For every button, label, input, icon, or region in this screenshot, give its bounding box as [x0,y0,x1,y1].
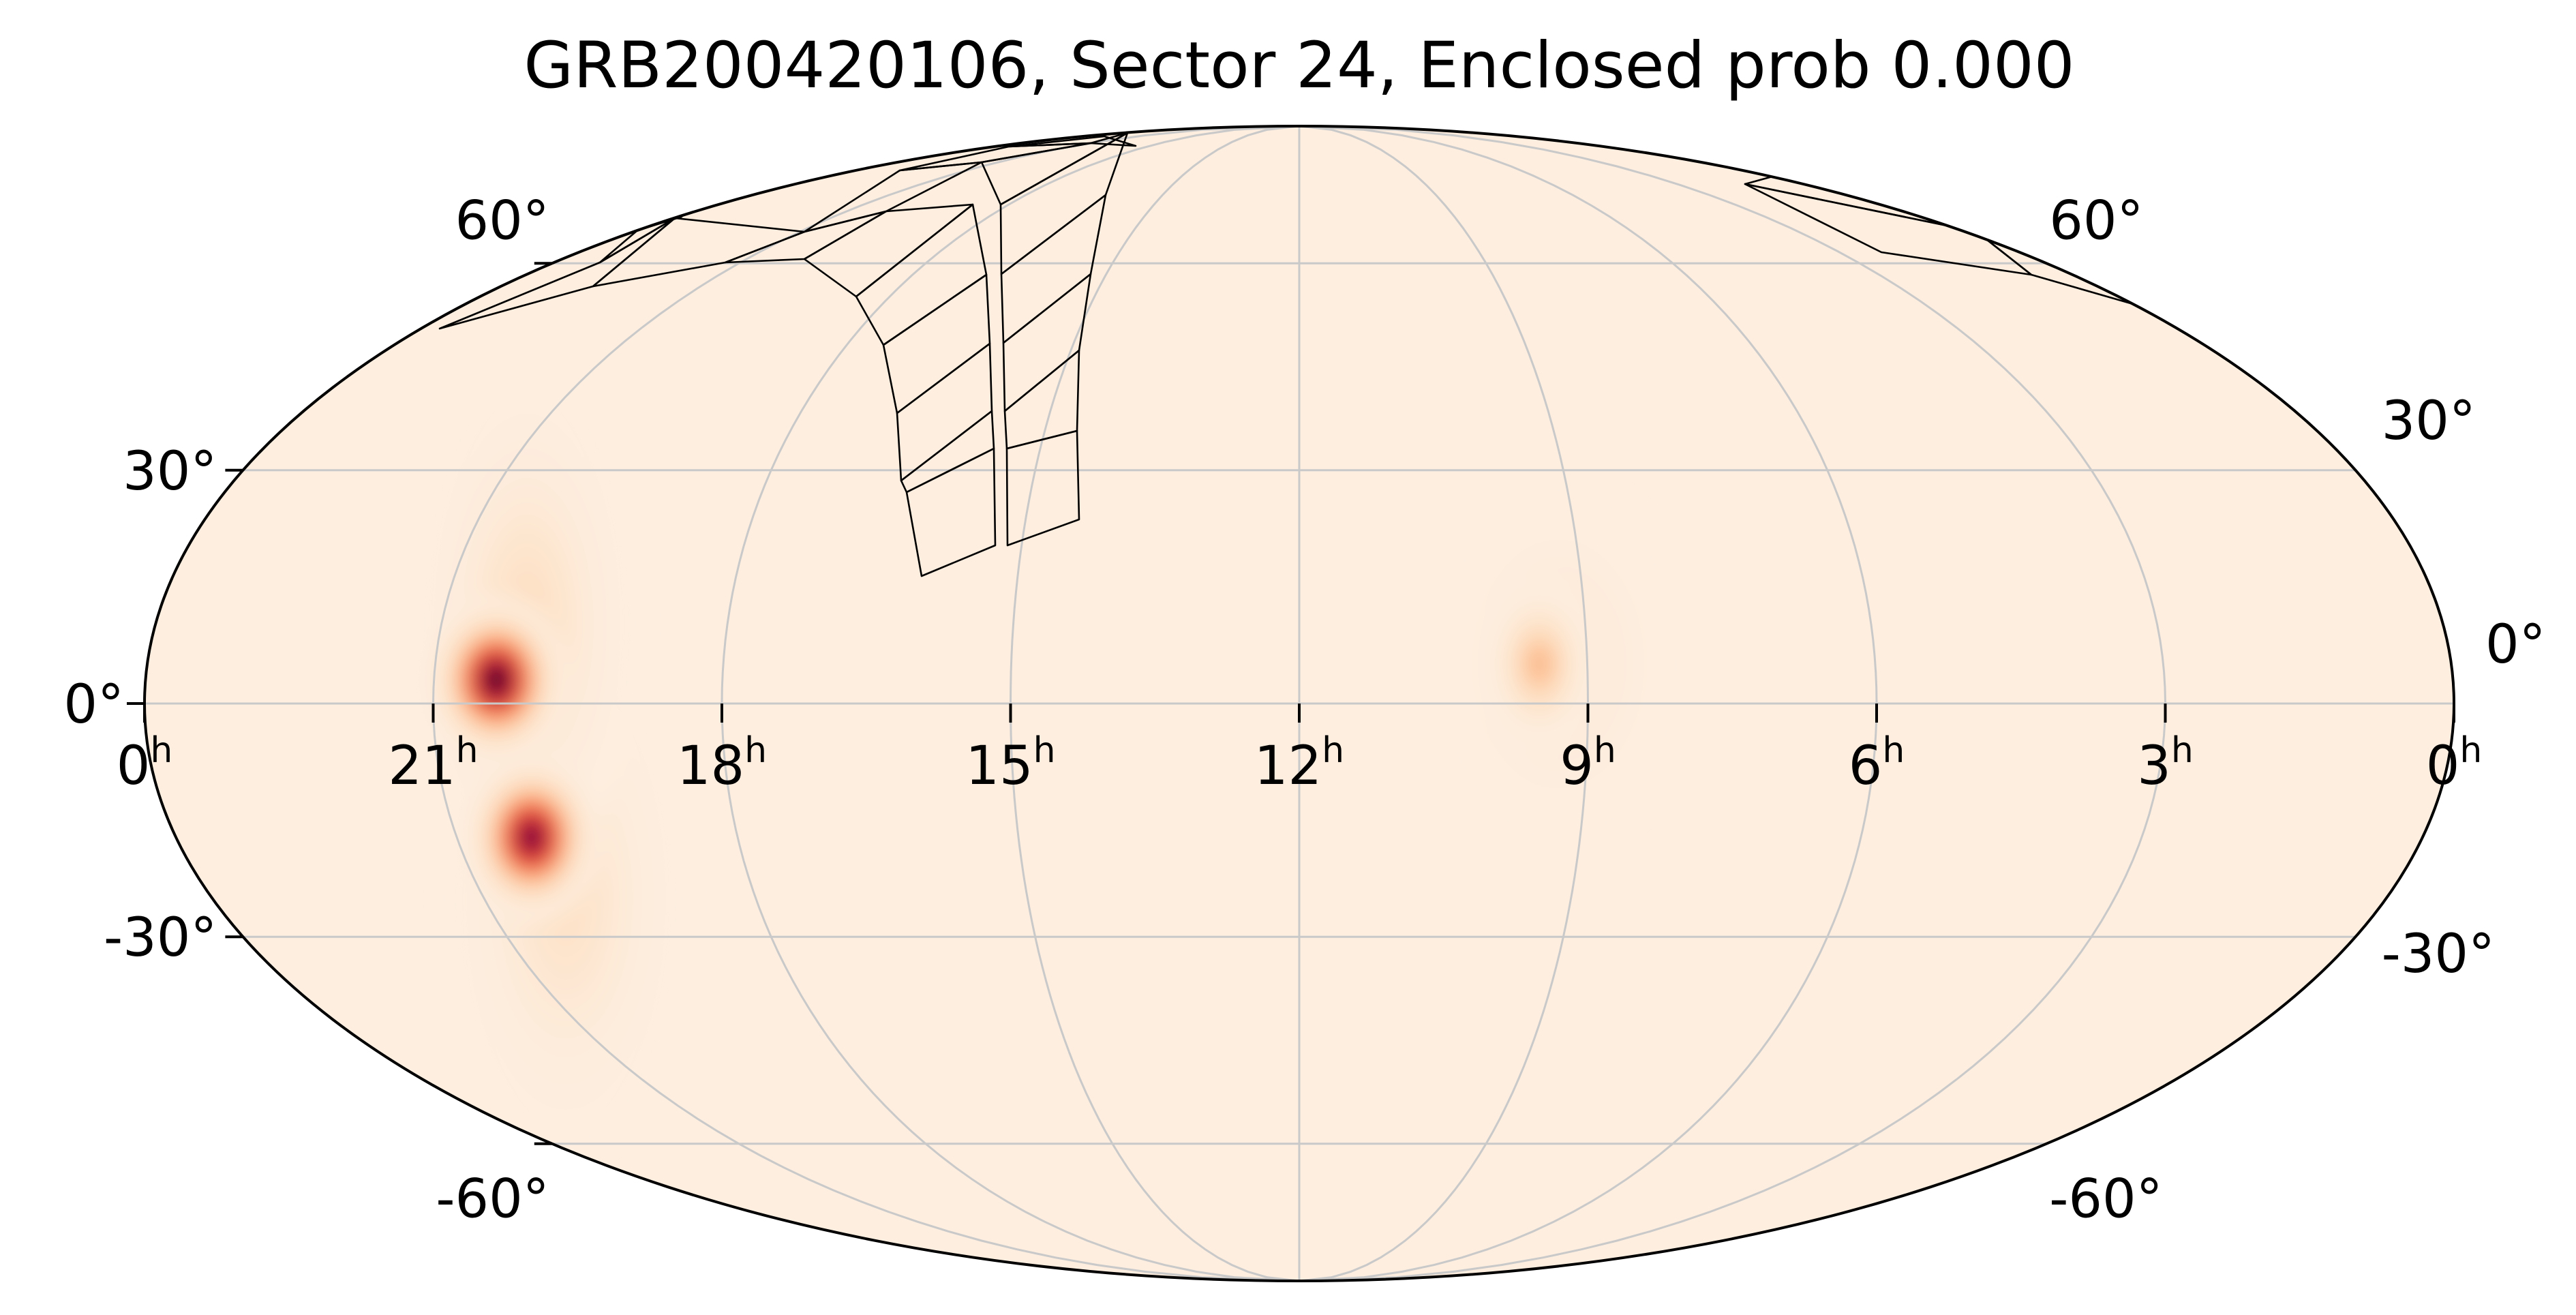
ra-tick-label: 18h [677,730,767,797]
dec-label-right: 30° [2382,391,2476,452]
ra-tick-label: 6h [1849,730,1905,797]
dec-label-left: 30° [123,441,217,502]
dec-label-right: -30° [2382,924,2495,985]
probability-contour [1535,658,1544,670]
probability-contour [526,831,537,844]
ra-tick-label: 21h [388,730,478,797]
dec-label-right: 60° [2049,190,2143,252]
footprint-ccd-cell [1005,429,1080,547]
ra-tick-label: 3h [2137,730,2194,797]
probability-contour [491,674,502,686]
dec-label-left: -30° [104,907,217,969]
footprint-ccd-cell [905,447,997,577]
dec-label-right: -60° [2049,1169,2162,1230]
axis-ticks [127,262,2455,1145]
dec-label-left: 60° [455,190,549,252]
ra-tick-label: 12h [1254,730,1344,797]
dec-label-right: 0° [2485,614,2546,676]
dec-label-left: 0° [63,674,124,736]
ra-tick-label: 15h [965,730,1055,797]
ra-tick-label: 9h [1560,730,1616,797]
ra-tick-label: 0h [117,730,173,797]
footprint-ccd-cell [1007,135,1137,148]
ra-tick-label: 0h [2426,730,2483,797]
dec-label-left: -60° [436,1169,549,1230]
chart-title: GRB200420106, Sector 24, Enclosed prob 0… [524,29,2074,103]
axis-labels: 0h 21h 18h 15h 12h 9h 6h 3h 0h 60° 30° 0° -30° -60° 60… [63,190,2545,1230]
